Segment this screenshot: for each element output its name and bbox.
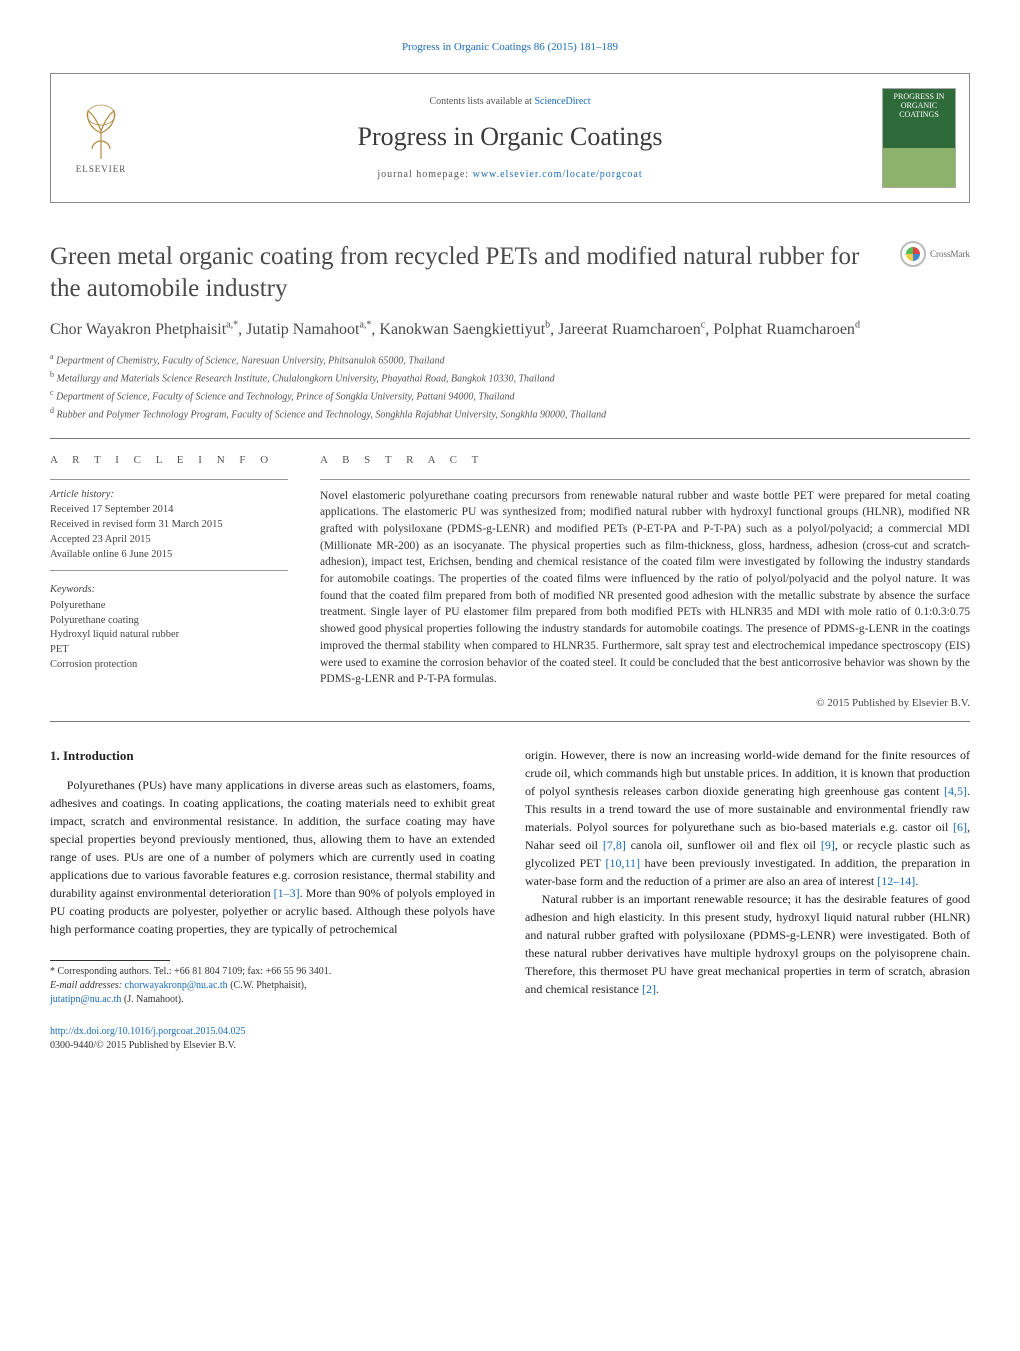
crossmark-icon: [900, 241, 926, 267]
ref-2[interactable]: [2]: [642, 982, 656, 996]
article-info-column: A R T I C L E I N F O Article history: R…: [50, 453, 288, 711]
publisher-name: ELSEVIER: [76, 163, 127, 176]
affiliation-line: c Department of Science, Faculty of Scie…: [50, 387, 970, 405]
journal-header: ELSEVIER Contents lists available at Sci…: [50, 73, 970, 203]
email-1[interactable]: chorwayakronp@nu.ac.th: [125, 980, 228, 991]
info-divider-2: [50, 570, 288, 571]
contents-prefix: Contents lists available at: [429, 96, 534, 107]
contents-available: Contents lists available at ScienceDirec…: [429, 95, 590, 109]
publisher-logo-cell: ELSEVIER: [51, 74, 151, 202]
article-title: Green metal organic coating from recycle…: [50, 241, 888, 304]
p3-b: .: [656, 982, 659, 996]
ref-7-8[interactable]: [7,8]: [603, 838, 626, 852]
sciencedirect-link[interactable]: ScienceDirect: [534, 96, 590, 107]
intro-paragraph-1: Polyurethanes (PUs) have many applicatio…: [50, 776, 495, 938]
journal-homepage: journal homepage: www.elsevier.com/locat…: [377, 168, 642, 182]
email-line: E-mail addresses: chorwayakronp@nu.ac.th…: [50, 979, 495, 1007]
keyword-line: Polyurethane coating: [50, 614, 288, 629]
keyword-line: Corrosion protection: [50, 658, 288, 673]
affiliation-line: d Rubber and Polymer Technology Program,…: [50, 405, 970, 423]
abstract-heading: A B S T R A C T: [320, 453, 970, 468]
email-label: E-mail addresses:: [50, 980, 125, 991]
header-middle: Contents lists available at ScienceDirec…: [151, 74, 869, 202]
p2-g: .: [915, 874, 918, 888]
homepage-link[interactable]: www.elsevier.com/locate/porgcoat: [473, 169, 643, 180]
p1-a: Polyurethanes (PUs) have many applicatio…: [50, 778, 495, 900]
section-1-heading: 1. Introduction: [50, 746, 495, 766]
abstract-divider: [320, 479, 970, 480]
abstract-text: Novel elastomeric polyurethane coating p…: [320, 488, 970, 688]
email-2-who: (J. Namahoot).: [121, 994, 183, 1005]
history-heading: Article history:: [50, 488, 288, 503]
homepage-prefix: journal homepage:: [377, 169, 472, 180]
journal-reference: Progress in Organic Coatings 86 (2015) 1…: [50, 40, 970, 55]
author-list: Chor Wayakron Phetphaisita,*, Jutatip Na…: [50, 318, 970, 341]
journal-cover-thumbnail[interactable]: PROGRESS IN ORGANIC COATINGS: [882, 88, 956, 188]
doi-link[interactable]: http://dx.doi.org/10.1016/j.porgcoat.201…: [50, 1026, 245, 1037]
info-divider-1: [50, 479, 288, 480]
keyword-line: Polyurethane: [50, 599, 288, 614]
history-line: Received in revised form 31 March 2015: [50, 518, 288, 533]
abstract-column: A B S T R A C T Novel elastomeric polyur…: [320, 453, 970, 711]
email-2[interactable]: jutatipn@nu.ac.th: [50, 994, 121, 1005]
history-line: Accepted 23 April 2015: [50, 533, 288, 548]
ref-12-14[interactable]: [12–14]: [877, 874, 915, 888]
affiliation-line: b Metallurgy and Materials Science Resea…: [50, 369, 970, 387]
ref-4-5[interactable]: [4,5]: [944, 784, 967, 798]
history-line: Available online 6 June 2015: [50, 548, 288, 563]
history-line: Received 17 September 2014: [50, 503, 288, 518]
cover-line-2: ORGANIC COATINGS: [885, 102, 953, 120]
history-lines: Received 17 September 2014Received in re…: [50, 503, 288, 562]
ref-9[interactable]: [9]: [821, 838, 835, 852]
affiliation-line: a Department of Chemistry, Faculty of Sc…: [50, 351, 970, 369]
keyword-line: Hydroxyl liquid natural rubber: [50, 628, 288, 643]
crossmark-label: CrossMark: [930, 248, 970, 261]
cover-cell: PROGRESS IN ORGANIC COATINGS: [869, 74, 969, 202]
p2-d: canola oil, sunflower oil and flex oil: [626, 838, 821, 852]
journal-title: Progress in Organic Coatings: [358, 119, 663, 155]
p3-a: Natural rubber is an important renewable…: [525, 892, 970, 996]
issn-copyright: 0300-9440/© 2015 Published by Elsevier B…: [50, 1039, 970, 1053]
body-two-column: 1. Introduction Polyurethanes (PUs) have…: [50, 746, 970, 1007]
keyword-lines: PolyurethanePolyurethane coatingHydroxyl…: [50, 599, 288, 672]
ref-10-11[interactable]: [10,11]: [605, 856, 640, 870]
divider-top: [50, 438, 970, 439]
p2-a: origin. However, there is now an increas…: [525, 748, 970, 798]
divider-bottom: [50, 721, 970, 722]
abstract-copyright: © 2015 Published by Elsevier B.V.: [320, 696, 970, 711]
footnote-block: * Corresponding authors. Tel.: +66 81 80…: [50, 960, 495, 1007]
footer-block: http://dx.doi.org/10.1016/j.porgcoat.201…: [50, 1025, 970, 1053]
ref-6[interactable]: [6]: [953, 820, 967, 834]
keyword-line: PET: [50, 643, 288, 658]
corresponding-note: * Corresponding authors. Tel.: +66 81 80…: [50, 965, 495, 979]
keywords-heading: Keywords:: [50, 583, 288, 598]
crossmark-badge[interactable]: CrossMark: [900, 241, 970, 267]
elsevier-tree-icon: [74, 101, 128, 161]
footnote-rule: [50, 960, 170, 961]
email-1-who: (C.W. Phetphaisit),: [228, 980, 307, 991]
intro-paragraph-2: origin. However, there is now an increas…: [525, 746, 970, 890]
affiliation-list: a Department of Chemistry, Faculty of Sc…: [50, 351, 970, 422]
intro-paragraph-3: Natural rubber is an important renewable…: [525, 890, 970, 998]
article-info-heading: A R T I C L E I N F O: [50, 453, 288, 468]
ref-1-3[interactable]: [1–3]: [274, 886, 300, 900]
elsevier-logo[interactable]: ELSEVIER: [74, 101, 128, 176]
